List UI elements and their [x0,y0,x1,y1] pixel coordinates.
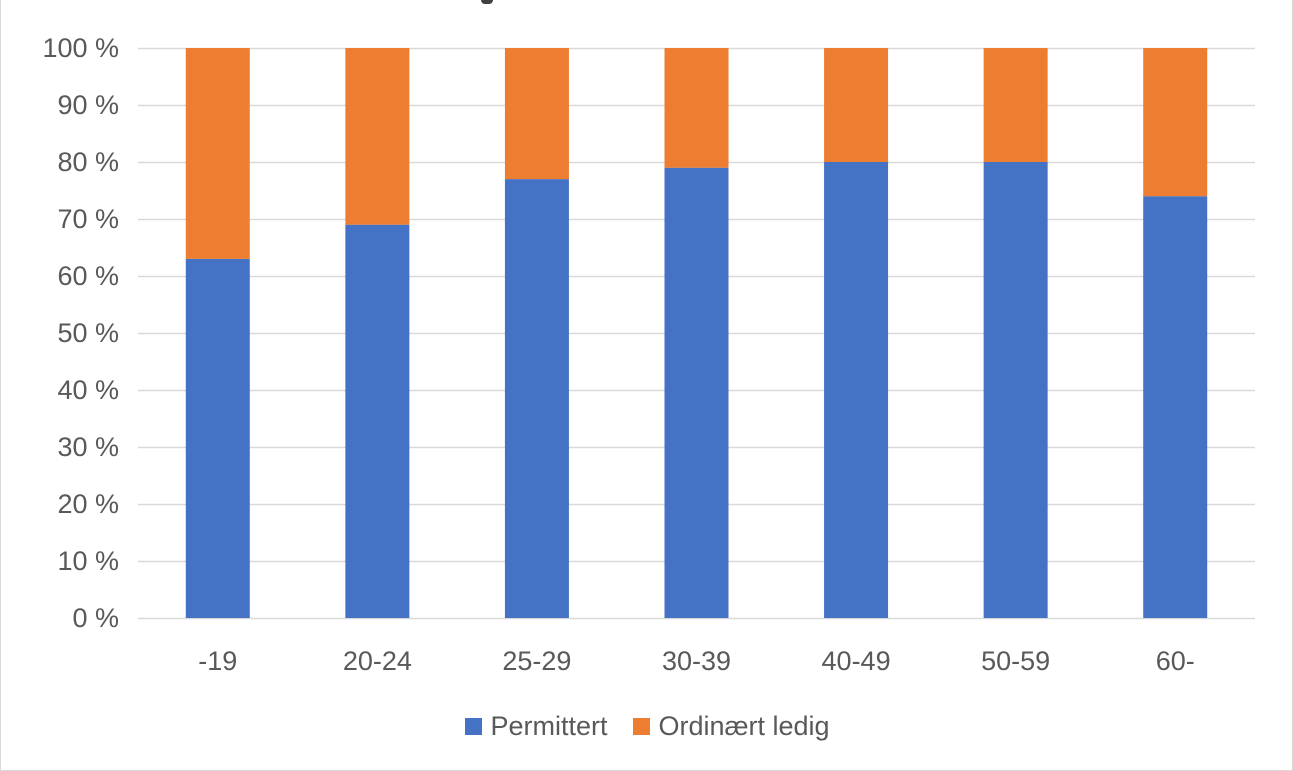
bar-segment-permittert-0 [185,258,250,618]
bar-segment-permittert-4 [824,162,889,618]
x-axis-tick-labels: -19 20-24 25-29 30-39 40-49 50-59 60- [198,646,1194,676]
stacked-bar-chart: 0 % 10 % 20 % 30 % 40 % 50 % 60 % 70 % 80 % 90 % 1… [42,33,1255,676]
bar-segment-ordinaert-ledig-1 [345,48,410,225]
x-tick-label: -19 [198,646,237,676]
y-tick-label: 40 % [57,375,119,405]
bar-segment-ordinaert-ledig-3 [664,48,729,168]
y-tick-label: 70 % [57,204,119,234]
y-axis-tick-labels: 0 % 10 % 20 % 30 % 40 % 50 % 60 % 70 % 80 % 90 % 1… [42,33,119,633]
x-tick-label: 40-49 [822,646,891,676]
bar-segment-ordinaert-ledig-0 [185,48,250,259]
legend-swatch-ordinaert-ledig [633,717,651,735]
x-tick-label: 20-24 [343,646,412,676]
y-tick-label: 80 % [57,147,119,177]
y-tick-label: 10 % [57,546,119,576]
bar-segment-permittert-3 [664,167,729,618]
bar-segment-ordinaert-ledig-4 [824,48,889,162]
y-tick-label: 20 % [57,489,119,519]
bar-segment-ordinaert-ledig-6 [1143,48,1208,197]
x-tick-label: 60- [1156,646,1195,676]
y-tick-label: 60 % [57,261,119,291]
x-tick-label: 25-29 [502,646,571,676]
y-tick-label: 0 % [72,603,119,633]
cropped-title-fragment [1,0,1293,4]
y-tick-label: 30 % [57,432,119,462]
y-tick-label: 90 % [57,90,119,120]
bar-segment-permittert-1 [345,224,410,618]
bar-segment-permittert-5 [983,162,1048,618]
legend: Permittert Ordinært ledig [1,706,1293,746]
bar-segment-ordinaert-ledig-2 [504,48,569,180]
bar-segment-permittert-6 [1143,196,1208,618]
legend-swatch-permittert [465,717,483,735]
y-tick-label: 50 % [57,318,119,348]
cropped-title-glyph [481,0,493,4]
x-tick-label: 50-59 [981,646,1050,676]
bar-segment-ordinaert-ledig-5 [983,48,1048,162]
x-tick-label: 30-39 [662,646,731,676]
legend-item-ordinaert-ledig: Ordinært ledig [633,710,830,742]
y-tick-label: 100 % [42,33,119,63]
legend-item-permittert: Permittert [465,711,607,742]
legend-label-permittert: Permittert [490,710,608,741]
bar-segment-permittert-2 [504,179,569,618]
bars [185,48,1208,618]
legend-label-ordinaert-ledig: Ordinært ledig [658,710,830,741]
